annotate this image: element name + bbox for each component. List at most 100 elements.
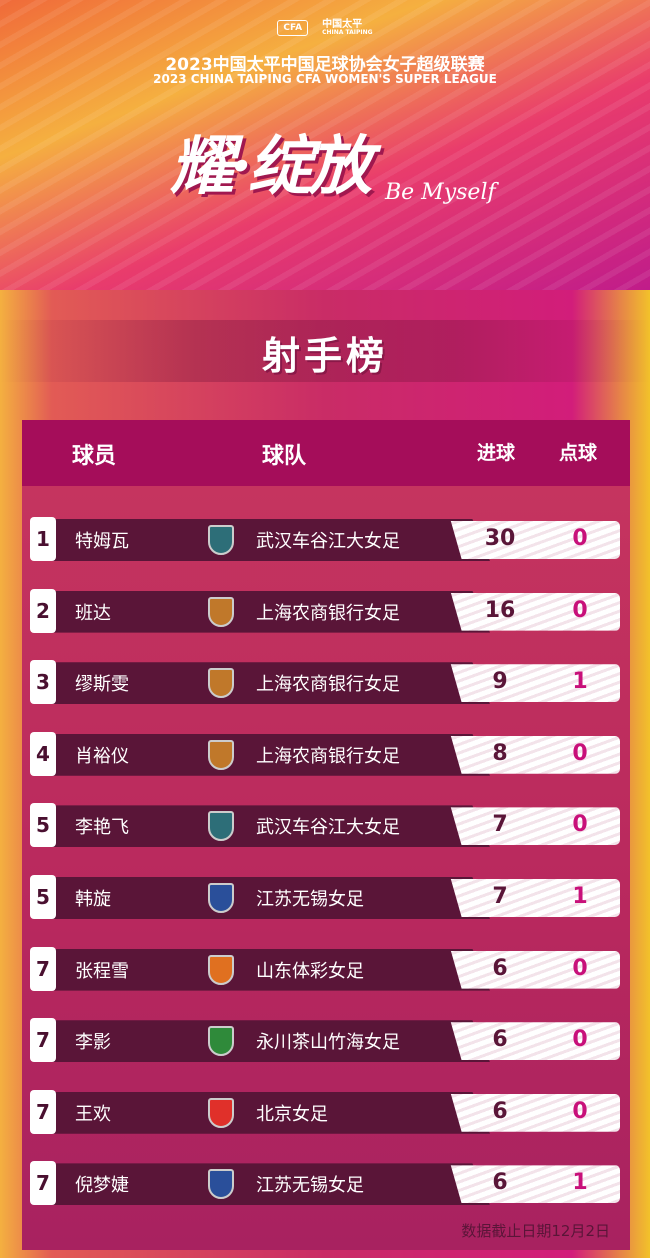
team-crest-icon <box>208 1097 234 1128</box>
score-box <box>450 592 620 631</box>
team-crest-icon <box>208 883 234 913</box>
player-name: 肖裕仪 <box>75 745 129 767</box>
team-name: 武汉车谷江大女足 <box>256 817 400 839</box>
goals: 7 <box>492 884 508 909</box>
row-bar <box>50 1020 490 1063</box>
player-name: 李影 <box>75 1032 111 1054</box>
team-name: 北京女足 <box>256 1103 328 1125</box>
penalties: 0 <box>572 597 588 623</box>
table-row: 4 肖裕仪 上海农商银行女足 8 0 <box>30 731 622 776</box>
rank: 7 <box>30 1018 56 1063</box>
slogan-en: Be Myself <box>385 180 496 205</box>
table-row: 1 特姆瓦 武汉车谷江大女足 30 0 <box>30 517 622 561</box>
rank: 4 <box>30 731 56 776</box>
team-crest-icon <box>208 1026 234 1057</box>
penalties: 0 <box>572 955 588 981</box>
goals: 6 <box>492 1027 508 1053</box>
team-name: 上海农商银行女足 <box>256 674 400 696</box>
row-bar <box>50 1163 490 1206</box>
row-bar <box>50 948 490 991</box>
row-bar <box>50 590 490 633</box>
league-title-cn: 2023中国太平中国足球协会女子超级联赛 <box>165 55 485 75</box>
table-row: 7 张程雪 山东体彩女足 6 0 <box>30 946 622 991</box>
team-crest-icon <box>208 1169 234 1200</box>
score-box <box>450 1165 620 1204</box>
team-crest-icon <box>208 525 234 555</box>
penalties: 1 <box>572 1170 588 1196</box>
column-player: 球员 <box>72 444 117 469</box>
row-bar <box>50 1091 490 1134</box>
row-bar <box>50 805 490 848</box>
china-taiping-logo: 中国太平 CHINA TAIPING <box>322 19 373 36</box>
table-row: 5 李艳飞 武汉车谷江大女足 7 0 <box>30 803 622 848</box>
goals: 9 <box>492 669 508 695</box>
team-name: 上海农商银行女足 <box>256 602 400 624</box>
goals: 16 <box>484 597 516 623</box>
team-name: 江苏无锡女足 <box>256 1175 364 1197</box>
player-name: 倪梦婕 <box>75 1175 129 1197</box>
rank: 5 <box>30 875 56 919</box>
table-row: 7 王欢 北京女足 6 0 <box>30 1089 622 1134</box>
rank: 5 <box>30 803 56 848</box>
row-bar <box>50 877 490 919</box>
team-crest-icon <box>208 596 234 627</box>
row-bar <box>50 662 490 705</box>
penalties: 0 <box>572 812 588 838</box>
goals: 30 <box>484 526 516 551</box>
penalties: 1 <box>572 669 588 695</box>
table-header: 球员 球队 进球 点球 <box>22 420 630 486</box>
goals: 6 <box>492 1098 508 1124</box>
row-bar <box>50 733 490 776</box>
player-name: 班达 <box>75 602 111 624</box>
team-name: 武汉车谷江大女足 <box>256 531 400 552</box>
team-name: 江苏无锡女足 <box>256 889 364 910</box>
cfa-logo: CFA <box>277 20 309 36</box>
column-penalties: 点球 <box>559 442 598 464</box>
score-box <box>450 1093 620 1132</box>
team-crest-icon <box>208 811 234 842</box>
title-bar <box>0 320 650 382</box>
column-goals: 进球 <box>477 442 516 464</box>
column-team: 球队 <box>262 444 307 469</box>
league-title-en: 2023 CHINA TAIPING CFA WOMEN'S SUPER LEA… <box>153 72 497 86</box>
player-name: 特姆瓦 <box>75 531 129 552</box>
score-box <box>450 664 620 703</box>
goals: 6 <box>492 955 508 981</box>
team-name: 上海农商银行女足 <box>256 745 400 767</box>
goals: 8 <box>492 740 508 766</box>
data-date-note: 数据截止日期12月2日 <box>461 1222 610 1240</box>
score-box <box>450 521 620 559</box>
score-box <box>450 1022 620 1061</box>
team-name: 永川茶山竹海女足 <box>256 1032 400 1054</box>
penalties: 0 <box>572 740 588 766</box>
table-row: 5 韩旋 江苏无锡女足 7 1 <box>30 875 622 919</box>
penalties: 1 <box>572 884 588 909</box>
rank: 1 <box>30 517 56 561</box>
team-crest-icon <box>208 739 234 770</box>
sponsor-logos: CFA 中国太平 CHINA TAIPING <box>0 20 650 36</box>
team-name: 山东体彩女足 <box>256 960 364 982</box>
hero-banner <box>0 0 650 290</box>
page-title: 射手榜 <box>261 334 388 378</box>
player-name: 王欢 <box>75 1103 111 1125</box>
rank: 7 <box>30 1089 56 1134</box>
team-crest-icon <box>208 954 234 985</box>
goals: 7 <box>492 812 508 838</box>
table-row: 3 缪斯雯 上海农商银行女足 9 1 <box>30 660 622 705</box>
table-row: 2 班达 上海农商银行女足 16 0 <box>30 588 622 633</box>
score-box <box>450 879 620 917</box>
score-box <box>450 950 620 989</box>
rank: 7 <box>30 1161 56 1206</box>
rank: 7 <box>30 946 56 991</box>
team-crest-icon <box>208 668 234 699</box>
table-row: 7 李影 永川茶山竹海女足 6 0 <box>30 1018 622 1063</box>
player-name: 韩旋 <box>75 889 111 910</box>
player-name: 缪斯雯 <box>75 674 129 696</box>
row-bar <box>50 519 490 561</box>
score-box <box>450 807 620 846</box>
penalties: 0 <box>572 1027 588 1053</box>
goals: 6 <box>492 1170 508 1196</box>
rank: 3 <box>30 660 56 705</box>
table-row: 7 倪梦婕 江苏无锡女足 6 1 <box>30 1161 622 1206</box>
penalties: 0 <box>572 1098 588 1124</box>
